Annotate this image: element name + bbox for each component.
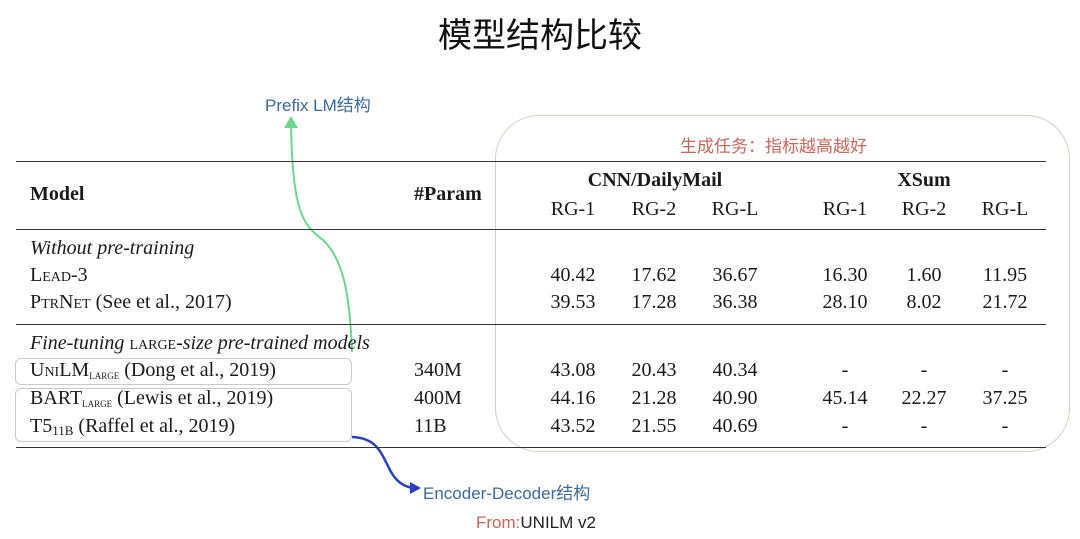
header-param: #Param [414, 183, 482, 205]
score-cell: 21.28 [631, 387, 677, 409]
score-cell: 40.90 [712, 387, 758, 409]
score-cell: 21.55 [631, 415, 677, 437]
score-cell: - [920, 359, 928, 381]
score-cell: 39.53 [550, 291, 596, 313]
section-label-finetuning: Fine-tuning large-size pre-trained model… [30, 332, 370, 354]
score-cell: 37.25 [982, 387, 1028, 409]
score-cell: 28.10 [822, 291, 868, 313]
generation-task-label: 生成任务：指标越高越好 [680, 137, 867, 156]
model-name: UniLMlarge (Dong et al., 2019) [30, 359, 276, 382]
header-metric: RG-2 [901, 198, 947, 220]
table-section-rule [16, 324, 1046, 325]
model-name: BARTlarge (Lewis et al., 2019) [30, 387, 274, 410]
section-label-without-pretraining: Without pre-training [30, 237, 195, 259]
score-cell: 11.95 [982, 264, 1028, 286]
prefix-lm-arrow [290, 121, 353, 353]
header-metric: RG-L [981, 198, 1029, 220]
table-top-rule [16, 161, 1046, 162]
encoder-decoder-label: Encoder-Decoder结构 [423, 484, 591, 503]
header-metric: RG-1 [550, 198, 596, 220]
score-cell: 45.14 [822, 387, 868, 409]
model-name: T511B (Raffel et al., 2019) [30, 415, 236, 438]
param-count: 340M [414, 359, 462, 381]
header-xsum: XSum [897, 169, 951, 191]
param-count: 400M [414, 387, 462, 409]
prefix-lm-models-box [15, 358, 352, 385]
score-cell: - [1001, 415, 1009, 437]
score-cell: 21.72 [982, 291, 1028, 313]
score-cell: 22.27 [901, 387, 947, 409]
table-bottom-rule [16, 447, 1046, 448]
score-cell: 8.02 [906, 291, 942, 313]
score-cell: 44.16 [550, 387, 596, 409]
generation-task-highlight-box [495, 115, 1070, 452]
score-cell: 16.30 [822, 264, 868, 286]
score-cell: 1.60 [906, 264, 942, 286]
encoder-decoder-arrow [351, 435, 417, 490]
header-metric: RG-L [711, 198, 759, 220]
header-metric: RG-1 [822, 198, 868, 220]
score-cell: 36.67 [712, 264, 758, 286]
model-name: Lead-3 [30, 264, 88, 286]
score-cell: - [841, 415, 849, 437]
slide-title: 模型结构比较 [438, 16, 642, 56]
source-note: From:UNILM v2 [476, 513, 596, 532]
score-cell: 43.08 [550, 359, 596, 381]
score-cell: - [920, 415, 928, 437]
score-cell: 17.62 [631, 264, 677, 286]
model-name: PtrNet (See et al., 2017) [30, 291, 232, 313]
score-cell: - [1001, 359, 1009, 381]
score-cell: 17.28 [631, 291, 677, 313]
score-cell: 40.42 [550, 264, 596, 286]
encoder-decoder-arrowhead [410, 482, 421, 494]
prefix-lm-arrowhead [284, 116, 298, 128]
score-cell: 40.69 [712, 415, 758, 437]
score-cell: 43.52 [550, 415, 596, 437]
score-cell: 20.43 [631, 359, 677, 381]
score-cell: 36.38 [712, 291, 758, 313]
encoder-decoder-models-box [15, 388, 352, 442]
header-metric: RG-2 [631, 198, 677, 220]
header-model: Model [30, 183, 85, 205]
header-cnn-dailymail: CNN/DailyMail [587, 169, 723, 191]
param-count: 11B [414, 415, 447, 437]
score-cell: - [841, 359, 849, 381]
table-header-rule [16, 229, 1046, 230]
score-cell: 40.34 [712, 359, 758, 381]
prefix-lm-label: Prefix LM结构 [265, 96, 371, 115]
